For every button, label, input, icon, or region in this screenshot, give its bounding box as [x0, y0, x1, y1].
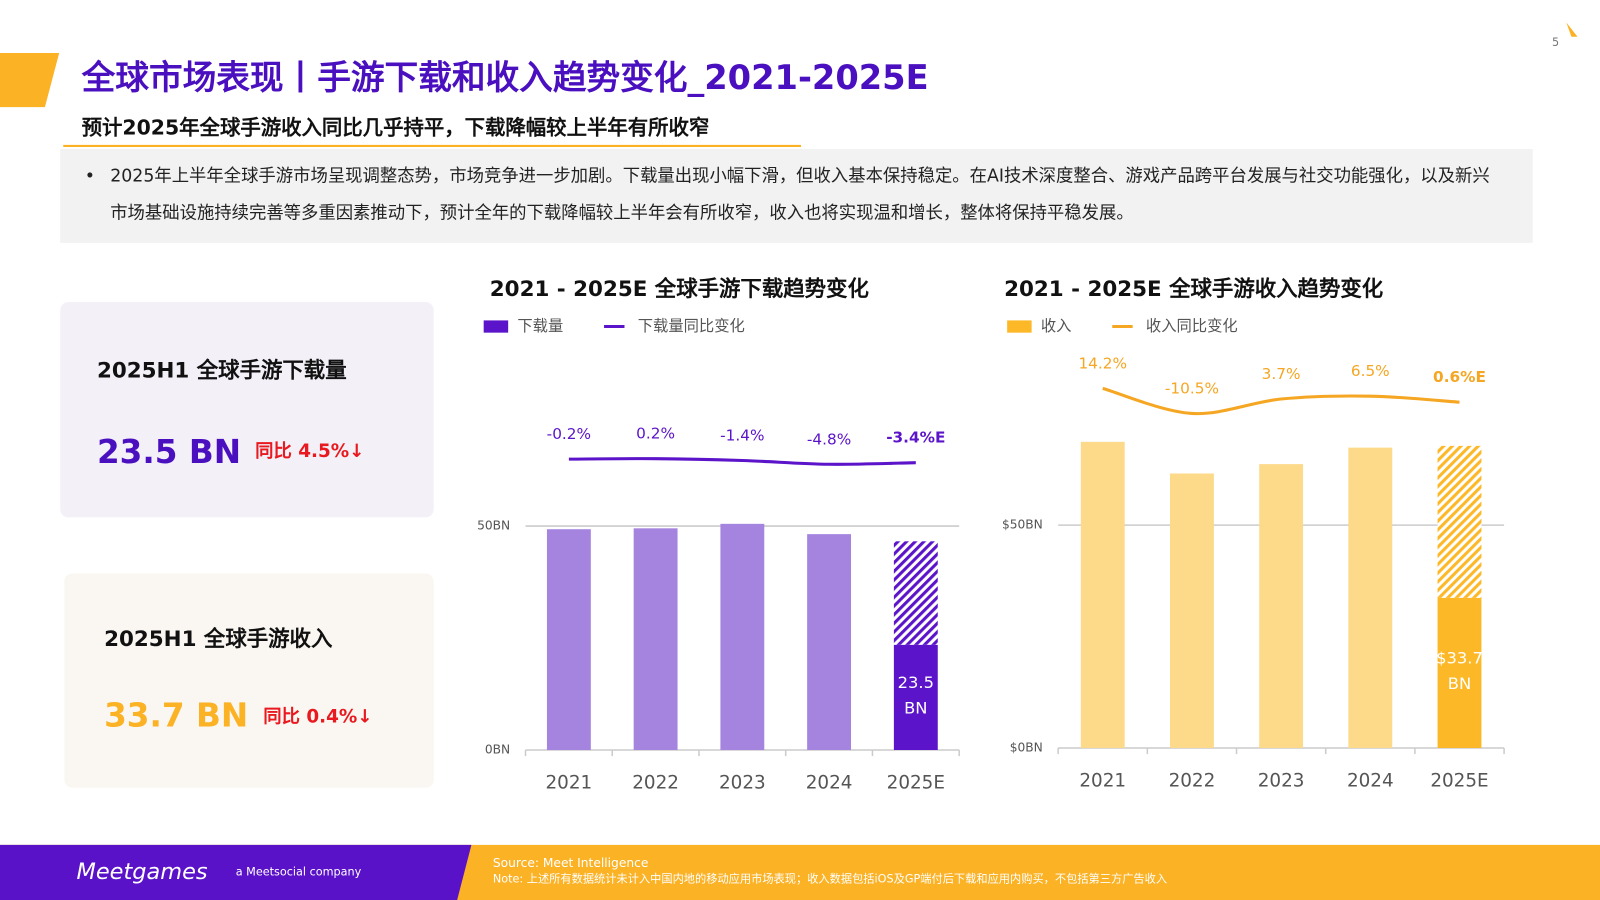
page-subtitle: 预计2025年全球手游收入同比几乎持平，下载降幅较上半年有所收窄 [82, 116, 710, 140]
x-tick-label: 2025E [1430, 771, 1488, 792]
line-label: -3.4%E [886, 429, 945, 447]
note: Note: 上述所有数据统计未计入中国内地的移动应用市场表现；收入数据包括iOS… [493, 872, 1167, 886]
legend-label: 收入 [1041, 317, 1072, 335]
legend-label: 下载量 [517, 317, 563, 335]
card-title: 2025H1 全球手游收入 [104, 626, 333, 652]
page-number: 5 [1552, 36, 1559, 49]
y-tick-label: 50BN [477, 519, 510, 533]
bar [1437, 597, 1482, 748]
chart-title: 2021 - 2025E 全球手游收入趋势变化 [1004, 276, 1384, 302]
line-label: -4.8% [807, 430, 851, 448]
bar [893, 541, 938, 645]
line-label: -1.4% [720, 426, 764, 444]
card [64, 573, 434, 788]
bar [720, 523, 765, 750]
bar [546, 529, 591, 750]
y-tick-label: 0BN [485, 743, 510, 757]
x-tick-label: 2022 [632, 773, 679, 794]
footer-brand-bg [0, 844, 472, 900]
bar [633, 528, 678, 750]
summary-text: 2025年上半年全球手游市场呈现调整态势，市场竞争进一步加剧。下载量出现小幅下滑… [60, 158, 1532, 231]
x-tick-label: 2024 [806, 773, 853, 794]
corner-logo [1566, 22, 1578, 37]
bar [893, 644, 938, 750]
brand-tagline: a Meetsocial company [236, 865, 362, 878]
legend-label: 收入同比变化 [1146, 317, 1238, 335]
brand: Meetgames [77, 859, 208, 885]
legend-swatch [1007, 320, 1032, 333]
card [60, 302, 434, 518]
bar-label-wrap: 23.5 BN [897, 672, 934, 718]
source: Source: Meet Intelligence [493, 856, 649, 870]
card-title: 2025H1 全球手游下载量 [97, 357, 347, 383]
bar [1348, 447, 1393, 748]
card-change: 同比 0.4%↓ [263, 705, 372, 727]
line-label: 14.2% [1078, 354, 1127, 372]
line-label: 3.7% [1262, 365, 1301, 383]
page-title: 全球市场表现丨手游下载和收入趋势变化_2021-2025E [81, 58, 929, 97]
bar-label-wrap: $33.7 BN [1436, 648, 1483, 694]
card-value: 23.5 BN [97, 433, 241, 471]
x-tick-label: 2021 [546, 773, 593, 794]
card-change: 同比 4.5%↓ [255, 440, 364, 462]
y-tick-label: $0BN [1010, 740, 1043, 754]
line-label: 0.6%E [1433, 368, 1486, 386]
line [568, 457, 916, 466]
bar [1170, 473, 1214, 748]
x-tick-label: 2025E [887, 773, 945, 794]
summary-wrap: 2025年上半年全球手游市场呈现调整态势，市场竞争进一步加剧。下载量出现小幅下滑… [60, 158, 1532, 240]
x-tick-label: 2021 [1079, 771, 1126, 792]
bar [1080, 441, 1125, 748]
line-label: -10.5% [1165, 379, 1219, 397]
line-label: 6.5% [1351, 362, 1390, 380]
bar [1437, 445, 1482, 598]
line-label: 0.2% [636, 425, 675, 443]
bar-label: 23.5 BN [897, 672, 934, 718]
header-accent [0, 53, 60, 108]
bar [807, 534, 852, 750]
bar [1259, 464, 1304, 748]
bar-label: $33.7 BN [1436, 648, 1483, 694]
legend-label: 下载量同比变化 [638, 317, 745, 335]
card-value: 33.7 BN [104, 696, 248, 734]
x-tick-label: 2024 [1347, 771, 1394, 792]
x-tick-label: 2022 [1169, 771, 1216, 792]
line [1102, 386, 1460, 416]
x-tick-label: 2023 [719, 773, 766, 794]
line-label: -0.2% [547, 425, 591, 443]
y-tick-label: $50BN [1002, 518, 1043, 532]
x-tick-label: 2023 [1258, 771, 1305, 792]
chart-title: 2021 - 2025E 全球手游下载趋势变化 [490, 276, 870, 302]
legend-swatch [483, 320, 509, 333]
